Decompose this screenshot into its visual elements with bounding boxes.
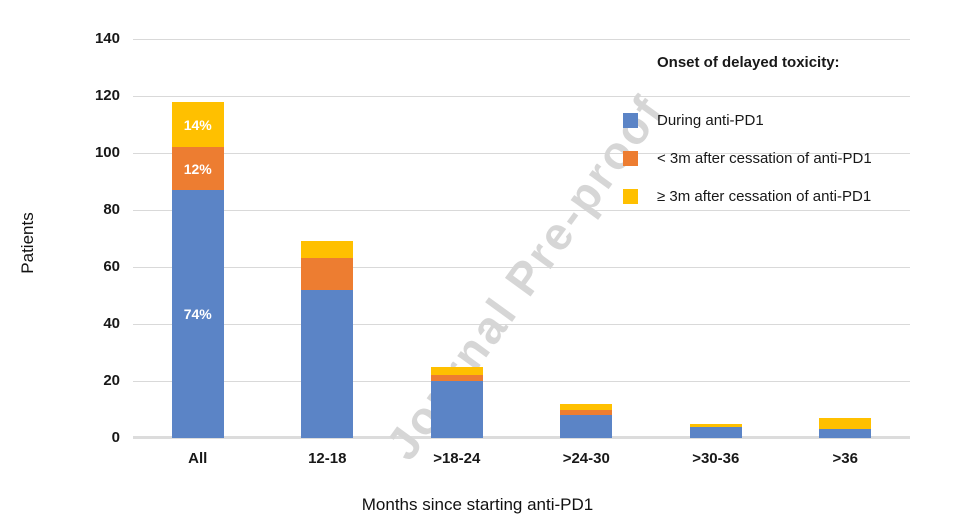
y-axis-title: Patients [18, 212, 37, 274]
legend: Onset of delayed toxicity: During anti-P… [623, 52, 872, 205]
bar-segment-series-0 [430, 381, 483, 438]
x-category-label: All [188, 450, 208, 467]
bar-column--18-24 [392, 39, 522, 438]
bar-segment-series-1: 12% [171, 147, 224, 191]
stacked-bar [430, 366, 483, 438]
legend-item-label: During anti-PD1 [657, 112, 764, 129]
x-category-label: >24-30 [562, 450, 610, 467]
y-tick-label: 120 [94, 87, 120, 104]
y-tick-label: 80 [103, 201, 120, 218]
legend-swatch-icon [623, 151, 638, 166]
bar-segment-series-0 [560, 415, 613, 438]
gridline [133, 324, 910, 325]
bar-segment-series-2 [560, 403, 613, 410]
y-tick-label: 20 [103, 372, 120, 389]
bar-column--36 [781, 39, 911, 438]
legend-swatch-icon [623, 113, 638, 128]
plot-grid-layer [133, 39, 910, 439]
stacked-bar [301, 241, 354, 438]
x-category-label: >30-36 [692, 450, 740, 467]
x-axis-title: Months since starting anti-PD1 [361, 495, 594, 514]
stacked-bar [819, 418, 872, 438]
bar-segment-series-0: 74% [171, 190, 224, 438]
legend-swatch-icon [623, 189, 638, 204]
bar-segment-series-1 [430, 375, 483, 381]
segment-percent-label: 74% [183, 306, 212, 323]
bar-segment-series-0 [689, 426, 742, 438]
gridline [133, 39, 910, 40]
bar-column--30-36 [651, 39, 781, 438]
y-tick-label: 40 [103, 315, 120, 332]
legend-item-label: < 3m after cessation of anti-PD1 [657, 150, 872, 167]
bar-column-all: 14% 12% 74% [133, 39, 263, 438]
legend-item-label: ≥ 3m after cessation of anti-PD1 [657, 188, 872, 205]
gridline [133, 381, 910, 382]
bar-segment-series-2 [819, 418, 872, 430]
y-tick-label: 60 [103, 258, 120, 275]
bar-segment-series-1 [301, 258, 354, 290]
bar-segment-series-0 [819, 429, 872, 438]
legend-title: Onset of delayed toxicity: [657, 54, 840, 71]
bar-column--24-30 [522, 39, 652, 438]
legend-item: ≥ 3m after cessation of anti-PD1 [623, 188, 872, 205]
bar-segment-series-2 [689, 423, 742, 427]
bar-segment-series-1 [560, 409, 613, 416]
x-axis-line [133, 436, 910, 439]
bar-segment-series-2: 14% [171, 101, 224, 148]
x-category-label: 12-18 [308, 450, 347, 467]
x-category-label: >18-24 [433, 450, 481, 467]
gridline [133, 153, 910, 154]
legend-item: < 3m after cessation of anti-PD1 [623, 150, 872, 167]
segment-percent-label: 14% [183, 116, 212, 133]
bar-segment-series-0 [301, 289, 354, 438]
bar-segment-series-2 [301, 241, 354, 259]
gridline [133, 96, 910, 97]
x-axis-category-labels: All 12-18 >18-24 >24-30 >30-36 >36 [133, 450, 910, 467]
stacked-bar [689, 423, 742, 438]
y-tick-label: 0 [111, 429, 120, 446]
stacked-bar [560, 403, 613, 438]
gridline [133, 267, 910, 268]
x-category-label: >36 [832, 450, 858, 467]
stacked-bar: 14% 12% 74% [171, 101, 224, 438]
y-tick-label: 100 [94, 144, 120, 161]
legend-item: During anti-PD1 [623, 112, 872, 129]
plot-bars-layer: 14% 12% 74% [133, 39, 910, 438]
bar-segment-series-2 [430, 366, 483, 376]
segment-percent-label: 12% [183, 160, 212, 177]
gridline [133, 210, 910, 211]
bar-column-12-18 [263, 39, 393, 438]
y-tick-label: 140 [94, 30, 120, 47]
